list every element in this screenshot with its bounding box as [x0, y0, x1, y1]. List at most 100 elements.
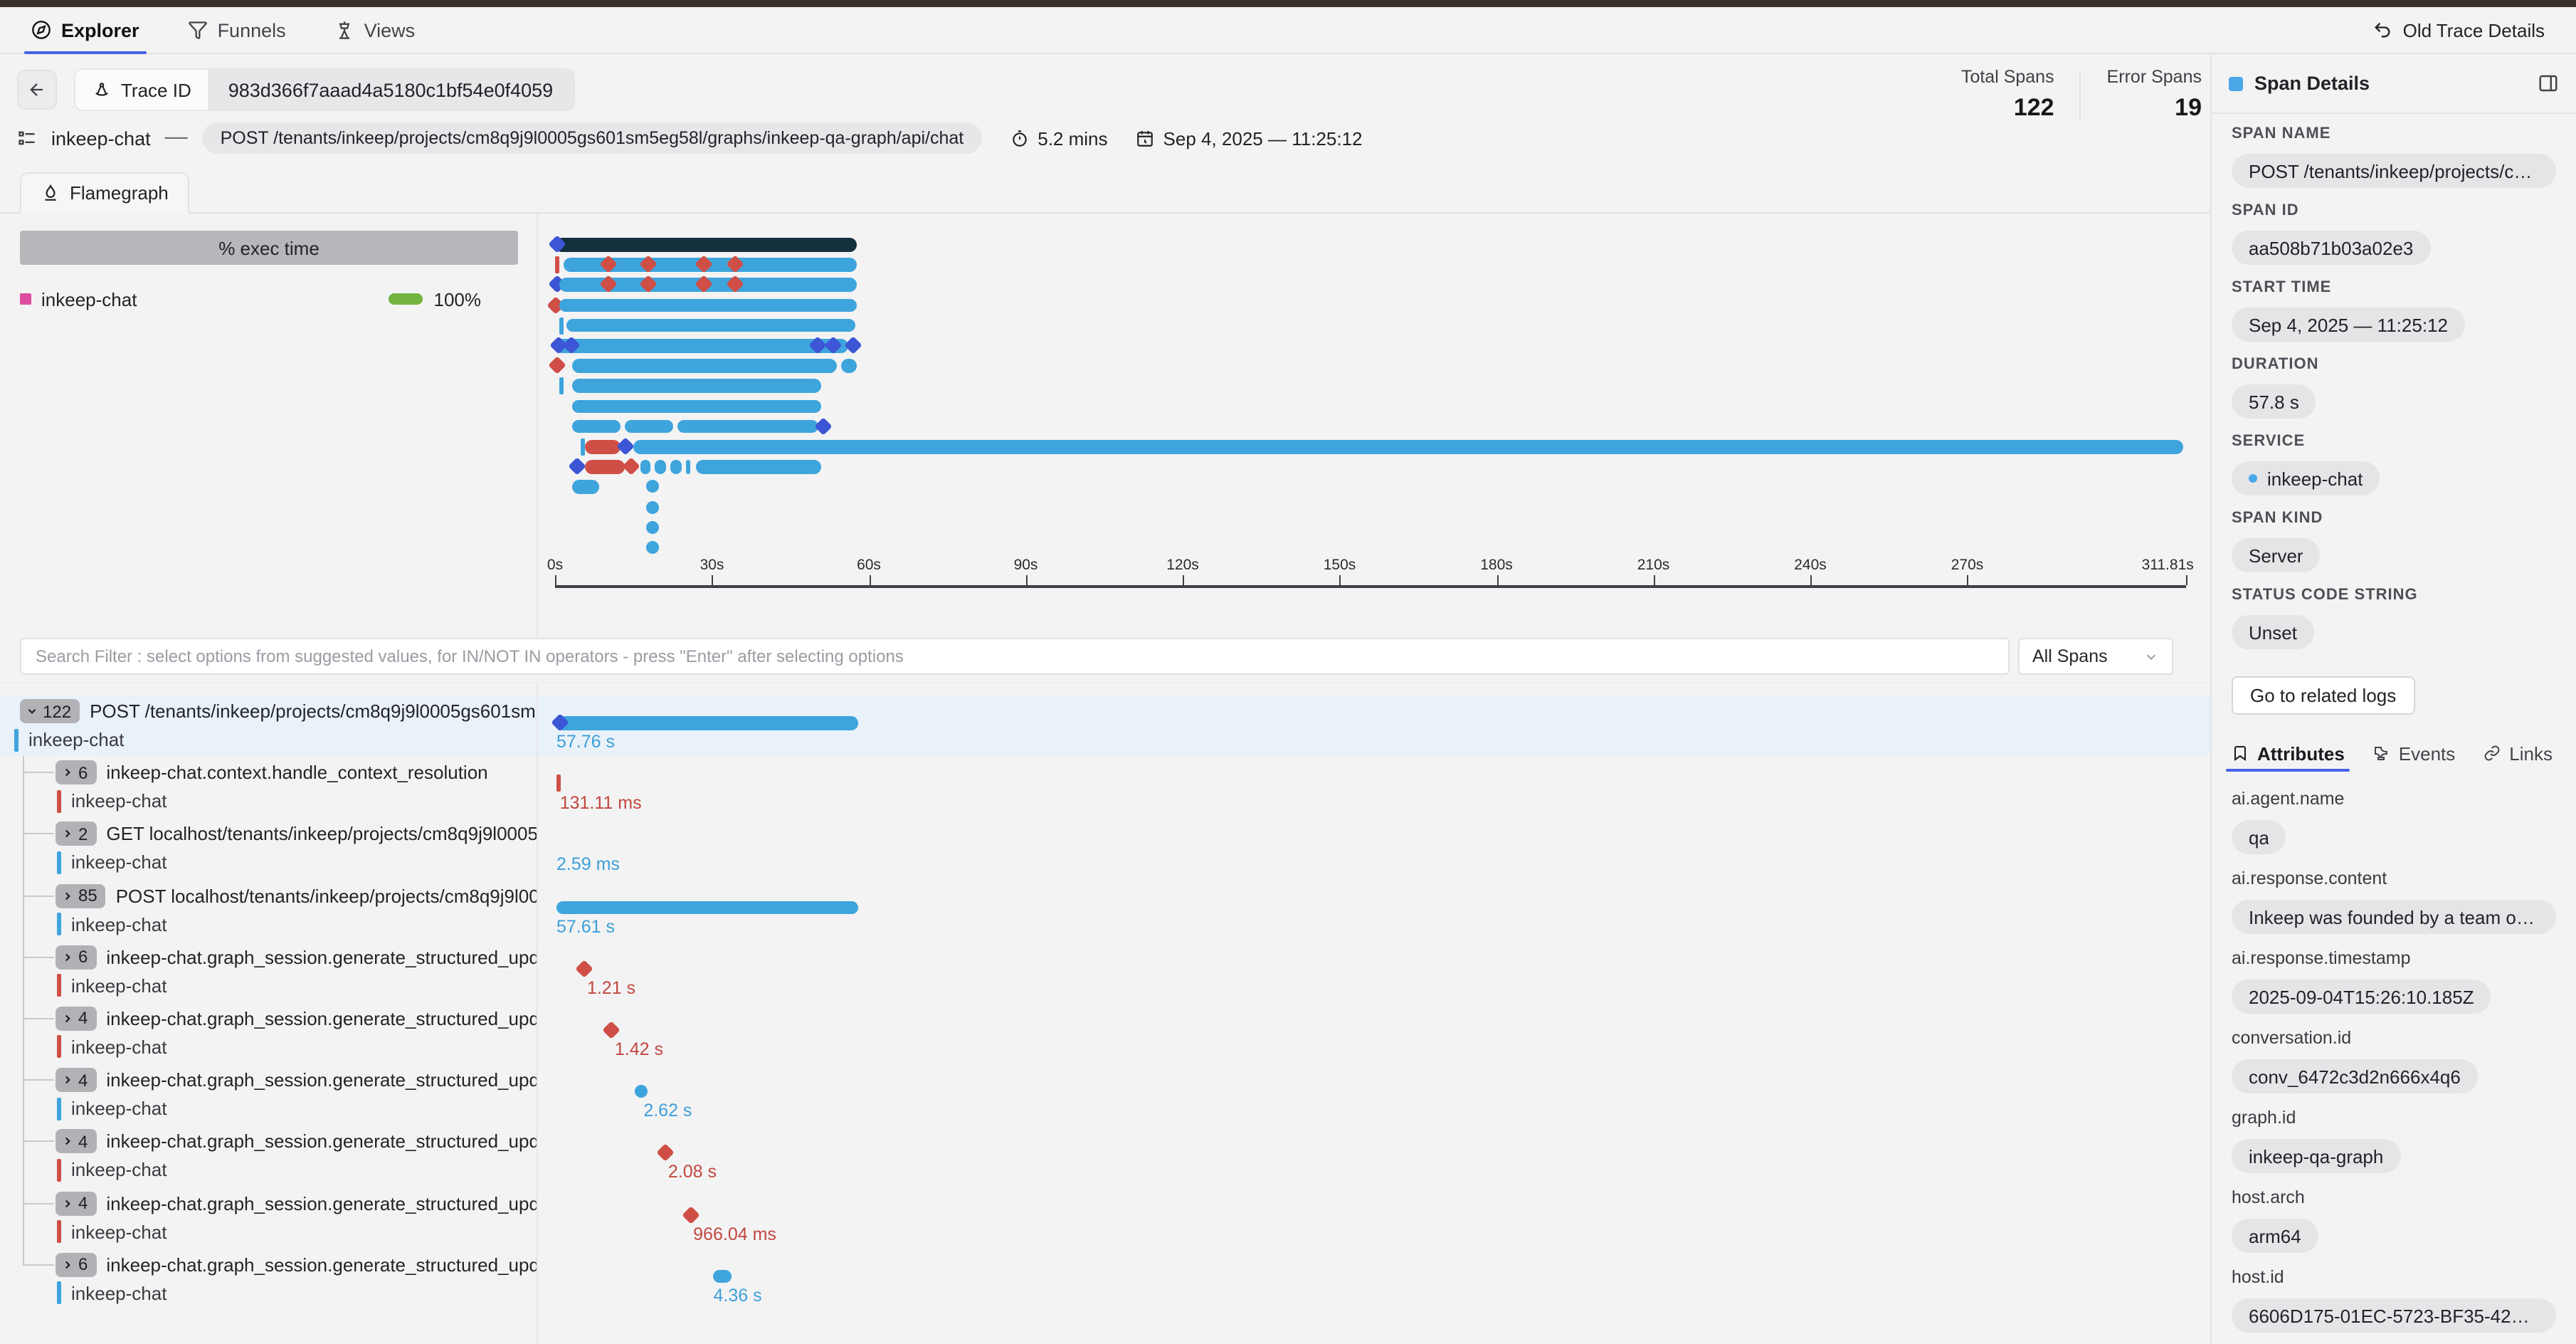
flame-span-bar[interactable] [572, 379, 822, 393]
flame-span-bar[interactable] [572, 359, 837, 373]
flame-event-diamond[interactable] [547, 356, 566, 375]
flame-span-bar[interactable] [696, 460, 822, 474]
waterfall-diamond[interactable] [603, 1021, 621, 1039]
tree-row[interactable]: 122 POST /tenants/inkeep/projects/cm8q9j9… [0, 695, 537, 757]
flame-span-bar[interactable] [572, 419, 621, 434]
flame-span-tick[interactable] [559, 317, 564, 335]
expand-toggle[interactable]: 122 [20, 699, 80, 723]
flame-span-dot[interactable] [645, 480, 659, 493]
waterfall-row[interactable]: 2.08 s [538, 1125, 2210, 1187]
waterfall-tick[interactable] [556, 775, 561, 792]
flame-span-bar[interactable] [555, 339, 848, 352]
flame-span-bar[interactable] [559, 298, 857, 313]
flame-event-diamond[interactable] [843, 336, 862, 355]
waterfall-row[interactable]: 57.76 s [538, 695, 2210, 757]
flame-span-dot[interactable] [645, 520, 659, 534]
waterfall-dot[interactable] [634, 1085, 648, 1098]
flame-span-bar[interactable] [670, 460, 682, 474]
waterfall-row[interactable]: 2.62 s [538, 1064, 2210, 1125]
tree-row[interactable]: 4 inkeep-chat.graph_session.generate_stru… [0, 1125, 537, 1187]
expand-toggle[interactable]: 85 [56, 883, 106, 908]
waterfall-diamond[interactable] [656, 1144, 675, 1162]
flame-span-bar[interactable] [655, 460, 667, 474]
flame-event-diamond[interactable] [568, 457, 586, 476]
flame-span-bar[interactable] [640, 460, 651, 474]
tree-connector [23, 1264, 54, 1266]
expand-toggle[interactable]: 6 [56, 945, 97, 970]
flame-span-bar[interactable] [566, 318, 855, 332]
flame-span-tick[interactable] [555, 256, 559, 274]
flamegraph-chart[interactable]: 0s 30s 60s 90s 120s 150s 180s 210s 240s 270s 311.8… [538, 214, 2210, 638]
flame-span-tick[interactable] [581, 439, 585, 456]
tab-links[interactable]: Links [2483, 737, 2553, 769]
tree-row[interactable]: 6 inkeep-chat.graph_session.generate_stru… [0, 1248, 537, 1309]
flame-span-bar[interactable] [585, 440, 621, 453]
search-filter-input[interactable] [21, 646, 2008, 666]
flame-span-bar[interactable] [686, 460, 691, 474]
waterfall-diamond[interactable] [681, 1205, 700, 1224]
exec-time-header[interactable]: % exec time [20, 231, 518, 265]
flame-span-bar[interactable] [677, 419, 818, 434]
flame-span-bar[interactable] [633, 440, 2184, 453]
flame-span-dot[interactable] [645, 541, 659, 554]
field-label: SPAN NAME [2232, 125, 2331, 143]
flame-event-diamond[interactable] [814, 416, 833, 436]
waterfall-bar[interactable] [551, 713, 859, 732]
old-trace-details-link[interactable]: Old Trace Details [2373, 19, 2545, 41]
tree-row[interactable]: 4 inkeep-chat.graph_session.generate_stru… [0, 1002, 537, 1064]
tab-events[interactable]: Events [2373, 737, 2455, 769]
flame-event-diamond[interactable] [617, 437, 635, 456]
waterfall-row[interactable]: 1.42 s [538, 1002, 2210, 1064]
expand-toggle[interactable]: 4 [56, 1129, 97, 1154]
span-count: 6 [78, 762, 88, 783]
expand-toggle[interactable]: 4 [56, 1006, 97, 1031]
detail-field: SPAN KIND Server [2232, 510, 2556, 573]
flame-span-tick[interactable] [559, 377, 564, 395]
expand-toggle[interactable]: 4 [56, 1068, 97, 1093]
legend-row[interactable]: inkeep-chat 100% [20, 288, 518, 310]
tab-attributes-label: Attributes [2257, 742, 2345, 765]
tab-funnels[interactable]: Funnels [188, 7, 286, 53]
tree-row[interactable]: 85 POST localhost/tenants/inkeep/projects… [0, 879, 537, 940]
flame-span-bar[interactable] [840, 359, 857, 373]
tree-row[interactable]: 6 inkeep-chat.graph_session.generate_stru… [0, 941, 537, 1002]
tab-flamegraph-label: Flamegraph [70, 182, 169, 204]
waterfall-row[interactable]: 4.36 s [538, 1249, 2210, 1310]
tree-row-name: 2 GET localhost/tenants/inkeep/projects/c… [0, 821, 537, 848]
spans-filter-select[interactable]: All Spans [2018, 638, 2173, 675]
spans-filter-value: All Spans [2032, 646, 2108, 666]
expand-toggle[interactable]: 6 [56, 760, 97, 785]
back-button[interactable] [17, 70, 57, 110]
flame-span-bar[interactable] [585, 460, 624, 474]
tab-flamegraph[interactable]: Flamegraph [20, 172, 190, 214]
flame-span-dot[interactable] [645, 500, 659, 514]
span-count: 4 [78, 1070, 88, 1091]
tab-explorer[interactable]: Explorer [24, 7, 147, 54]
waterfall-bar[interactable] [713, 1269, 732, 1283]
search-filter-box [20, 638, 2010, 675]
waterfall-row[interactable]: 131.11 ms [538, 756, 2210, 817]
expand-toggle[interactable]: 6 [56, 1252, 97, 1277]
tab-views[interactable]: Views [334, 7, 415, 53]
panel-collapse-icon[interactable] [2538, 73, 2559, 94]
flame-event-diamond[interactable] [621, 457, 640, 476]
waterfall-bar[interactable] [556, 901, 858, 915]
flame-span-bar[interactable] [624, 419, 673, 434]
expand-toggle[interactable]: 2 [56, 821, 97, 846]
tree-row[interactable]: 2 GET localhost/tenants/inkeep/projects/c… [0, 818, 537, 879]
tree-row[interactable]: 6 inkeep-chat.context.handle_context_reso… [0, 756, 537, 817]
expand-toggle[interactable]: 4 [56, 1191, 97, 1215]
tree-row[interactable]: 4 inkeep-chat.graph_session.generate_stru… [0, 1187, 537, 1248]
waterfall-row[interactable]: 1.21 s [538, 941, 2210, 1002]
waterfall-row[interactable]: 57.61 s [538, 879, 2210, 940]
tab-attributes[interactable]: Attributes [2225, 737, 2351, 772]
go-to-related-logs-button[interactable]: Go to related logs [2232, 676, 2415, 715]
time-axis-tick [555, 575, 557, 585]
tree-row[interactable]: 4 inkeep-chat.graph_session.generate_stru… [0, 1064, 537, 1125]
waterfall-row[interactable]: 966.04 ms [538, 1187, 2210, 1248]
waterfall-diamond[interactable] [575, 959, 593, 978]
waterfall-row[interactable]: 2.59 ms [538, 818, 2210, 879]
flame-span-bar[interactable] [555, 238, 857, 251]
flame-span-bar[interactable] [572, 399, 822, 414]
flame-span-bar[interactable] [572, 480, 598, 494]
